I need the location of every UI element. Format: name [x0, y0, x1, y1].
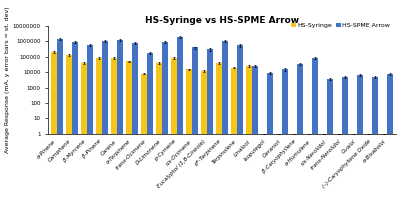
Bar [96, 58, 102, 216]
Bar [312, 58, 318, 216]
Y-axis label: Average Response (mA, y error bars = st. dev): Average Response (mA, y error bars = st.… [4, 7, 10, 153]
Bar [201, 71, 207, 216]
Bar [57, 39, 63, 216]
Bar [147, 53, 153, 216]
Bar [111, 58, 117, 216]
Bar [366, 134, 372, 216]
Bar [372, 77, 378, 216]
Bar [276, 134, 282, 216]
Bar [192, 48, 198, 216]
Bar [327, 79, 333, 216]
Bar [282, 70, 288, 216]
Bar [162, 42, 168, 216]
Bar [126, 61, 132, 216]
Bar [171, 58, 177, 216]
Bar [252, 66, 258, 216]
Bar [357, 75, 363, 216]
Bar [102, 41, 108, 216]
Bar [351, 134, 357, 216]
Bar [231, 68, 237, 216]
Bar [267, 73, 273, 216]
Bar [87, 45, 93, 216]
Bar [342, 77, 348, 216]
Bar [66, 55, 72, 216]
Bar [297, 64, 303, 216]
Bar [246, 66, 252, 216]
Bar [207, 49, 213, 216]
Bar [387, 74, 393, 216]
Bar [186, 70, 192, 216]
Bar [156, 63, 162, 216]
Legend: HS-Syringe, HS-SPME Arrow: HS-Syringe, HS-SPME Arrow [288, 20, 393, 31]
Bar [306, 134, 312, 216]
Bar [51, 52, 57, 216]
Bar [237, 45, 243, 216]
Bar [336, 134, 342, 216]
Bar [132, 43, 138, 216]
Bar [177, 37, 183, 216]
Bar [216, 63, 222, 216]
Bar [72, 42, 78, 216]
Title: HS-Syringe vs HS-SPME Arrow: HS-Syringe vs HS-SPME Arrow [145, 16, 299, 25]
Bar [117, 40, 123, 216]
Bar [222, 41, 228, 216]
Bar [261, 134, 267, 216]
Bar [141, 74, 147, 216]
Bar [291, 134, 297, 216]
Bar [381, 134, 387, 216]
Bar [81, 63, 87, 216]
Bar [321, 134, 327, 216]
